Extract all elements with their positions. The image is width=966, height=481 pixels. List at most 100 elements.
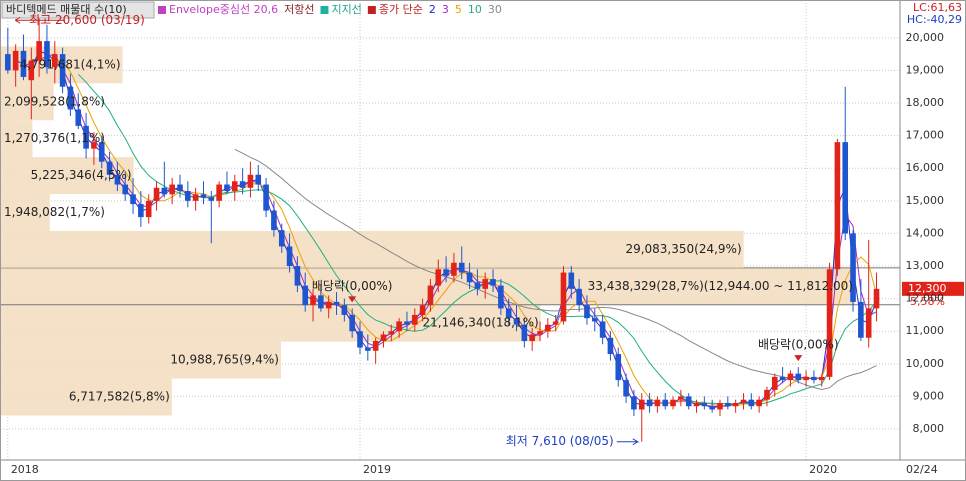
candle-body xyxy=(529,334,535,342)
profile-label: 33,438,329(28,7%)(12,944.00 ~ 11,812.00) xyxy=(588,279,853,293)
candle-body xyxy=(451,262,457,276)
candle-body xyxy=(231,181,238,192)
legend-item: 지지선 xyxy=(331,3,361,16)
candle-body xyxy=(678,396,684,400)
annotation: 배당락(0,00%) xyxy=(312,279,393,293)
candle-body xyxy=(764,389,770,400)
profile-label: 1,948,082(1,7%) xyxy=(4,205,105,219)
profile-bar xyxy=(0,120,33,158)
candle-body xyxy=(795,373,802,381)
candle-body xyxy=(404,321,410,325)
candle-body xyxy=(44,41,50,68)
candle-body xyxy=(771,376,778,390)
candle-body xyxy=(177,184,183,192)
candle-body xyxy=(803,376,809,381)
candle-body xyxy=(591,318,598,322)
candle-body xyxy=(122,184,129,195)
candle-body xyxy=(67,86,74,110)
candle-body xyxy=(161,187,168,195)
legend-box xyxy=(1,1,155,19)
candle-body xyxy=(365,347,371,351)
candle-body xyxy=(51,54,58,68)
x-tick-label: 2020 xyxy=(809,463,837,476)
x-end-label: 02/24 xyxy=(906,463,938,476)
candle-body xyxy=(145,200,152,218)
legend-item: 저항선 xyxy=(284,3,314,16)
candle-body xyxy=(685,396,692,407)
candle-body xyxy=(310,295,316,306)
legend-swatch xyxy=(158,6,166,14)
candle-body xyxy=(725,402,731,407)
candle-body xyxy=(505,308,512,319)
candle-body xyxy=(247,174,254,188)
candle-body xyxy=(474,282,481,289)
candle-body xyxy=(411,314,418,325)
candle-body xyxy=(498,285,504,309)
annotation-marker xyxy=(348,296,357,303)
candle-body xyxy=(545,324,551,332)
profile-bar xyxy=(0,304,541,342)
legend-item: Envelope중심선 20,6 xyxy=(169,3,278,16)
candle-body xyxy=(740,399,747,403)
candle-body xyxy=(380,334,387,342)
candle-body xyxy=(200,194,207,198)
top-layer: 6,717,582(5,8%) 10,988,765(9,4%) 21,146,34… xyxy=(1,1,964,448)
candle-body xyxy=(239,181,246,188)
y-tick-label: 13,000 xyxy=(906,259,945,272)
candle-body xyxy=(271,210,277,231)
y-tick-label: 11,000 xyxy=(906,324,945,337)
legend-period: 2 xyxy=(429,3,436,16)
legend-title: 바디텍메드 매물대 수(10) xyxy=(6,3,127,16)
annotation-arrow xyxy=(616,438,640,446)
candle-body xyxy=(208,197,215,201)
candle-body xyxy=(826,269,833,377)
y-tick-label: 9,000 xyxy=(913,389,945,402)
candle-body xyxy=(83,125,89,149)
candle-body xyxy=(372,341,379,351)
candle-body xyxy=(842,142,849,234)
candle-body xyxy=(670,399,676,407)
candle-body xyxy=(192,194,199,201)
candle-body xyxy=(138,204,144,218)
candle-body xyxy=(20,50,27,77)
candle-body xyxy=(693,402,700,407)
candle-body xyxy=(325,301,332,309)
candle-body xyxy=(396,321,402,332)
candle-body xyxy=(427,285,434,306)
candle-body xyxy=(865,308,872,338)
candle-body xyxy=(216,184,222,201)
candle-body xyxy=(552,321,559,325)
candle-body xyxy=(568,272,575,289)
last-price-label: 12,300 xyxy=(908,282,947,295)
y-tick-label: 20,000 xyxy=(906,31,945,44)
candle-body xyxy=(537,331,543,335)
candle-body xyxy=(263,184,269,211)
candle-body xyxy=(701,402,708,407)
candle-body xyxy=(787,373,794,381)
candle-body xyxy=(169,184,175,195)
candle-body xyxy=(560,272,567,322)
y-tick-label: 10,000 xyxy=(906,357,945,370)
candle-body xyxy=(28,60,35,81)
candle-layer xyxy=(5,18,880,442)
legend-period: 10 xyxy=(468,3,482,16)
candle-body xyxy=(333,301,340,306)
candle-body xyxy=(662,399,669,407)
annotation: 최저 7,610 (08/05) xyxy=(506,434,614,448)
legend-swatch xyxy=(367,6,376,14)
candle-body xyxy=(98,142,105,162)
profile-bar xyxy=(0,341,281,379)
candle-body xyxy=(599,321,606,338)
y-tick-label: 8,000 xyxy=(913,422,945,435)
lc-label: LC:61,63 xyxy=(913,1,962,14)
profile-bar xyxy=(0,378,172,416)
candle-body xyxy=(388,331,395,335)
profile-label: 6,717,582(5,8%) xyxy=(69,390,170,404)
candle-body xyxy=(419,305,426,315)
candle-body xyxy=(435,269,442,286)
candle-body xyxy=(12,50,19,71)
candle-body xyxy=(341,305,348,315)
candle-body xyxy=(278,230,285,247)
x-tick-label: 2018 xyxy=(11,463,39,476)
candle-body xyxy=(779,376,786,381)
